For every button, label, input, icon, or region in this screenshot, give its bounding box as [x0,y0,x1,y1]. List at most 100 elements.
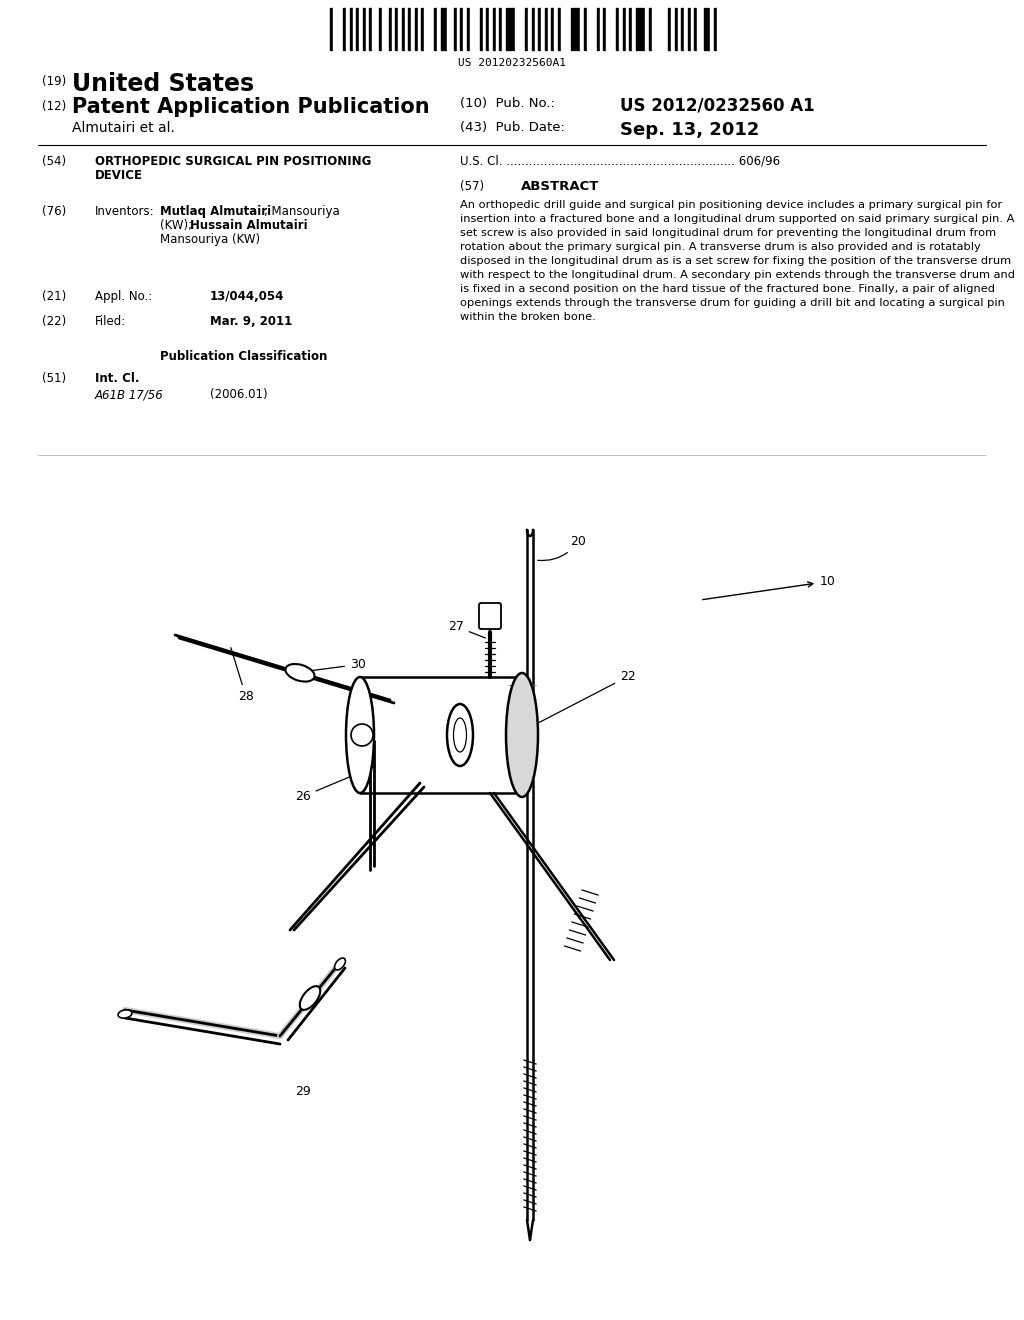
Text: A61B 17/56: A61B 17/56 [95,388,164,401]
Bar [337,8,339,50]
Text: (KW);: (KW); [160,219,196,232]
Bar [684,8,687,50]
Bar [564,8,566,50]
Ellipse shape [447,704,473,766]
Bar [366,8,369,50]
Text: (19): (19) [42,75,67,88]
Bar [502,8,505,50]
Bar [424,8,427,50]
Bar [401,8,403,50]
Bar [388,8,391,50]
Bar [581,8,583,50]
Bar [434,8,436,50]
Text: Mansouriya (KW): Mansouriya (KW) [160,234,260,246]
Bar [603,8,605,50]
Bar [346,8,349,50]
Text: 29: 29 [295,1085,310,1098]
Bar [479,8,482,50]
Text: (12): (12) [42,100,67,114]
Bar [356,8,358,50]
Bar [645,8,648,50]
Bar [340,8,342,50]
Circle shape [351,723,373,746]
Bar [672,8,674,50]
Text: US 2012/0232560 A1: US 2012/0232560 A1 [620,96,815,115]
Bar [548,8,550,50]
Bar [542,8,544,50]
Text: DEVICE: DEVICE [95,169,143,182]
Bar [606,8,608,50]
Ellipse shape [286,664,314,681]
Bar [418,8,420,50]
Bar [584,8,586,50]
Bar [703,8,707,50]
Bar [639,8,641,50]
Text: (43)  Pub. Date:: (43) Pub. Date: [460,121,565,135]
Bar [343,8,345,50]
Text: Mutlaq Almutairi: Mutlaq Almutairi [160,205,271,218]
FancyBboxPatch shape [479,603,501,630]
Bar [535,8,538,50]
Bar [506,8,508,50]
Bar [691,8,693,50]
Bar [620,8,622,50]
Text: (21): (21) [42,290,67,304]
Bar [333,8,336,50]
Bar [678,8,680,50]
Text: U.S. Cl. ............................................................. 606/96: U.S. Cl. ...............................… [460,154,780,168]
Text: 30: 30 [298,657,366,672]
Text: United States: United States [72,73,254,96]
Text: (2006.01): (2006.01) [210,388,267,401]
Bar [642,8,644,50]
Text: 22: 22 [517,671,636,734]
Bar [379,8,381,50]
Bar [404,8,408,50]
Text: Int. Cl.: Int. Cl. [95,372,139,385]
Bar [362,8,365,50]
Bar [437,8,439,50]
Bar [476,8,478,50]
Text: (51): (51) [42,372,67,385]
Bar [515,8,518,50]
Bar [509,8,511,50]
Bar [467,8,469,50]
Bar [697,8,699,50]
Ellipse shape [506,673,538,797]
Bar [412,8,414,50]
Text: 10: 10 [702,576,836,599]
Text: 28: 28 [230,648,254,704]
Text: (10)  Pub. No.:: (10) Pub. No.: [460,96,555,110]
Text: (22): (22) [42,315,67,327]
Bar [662,8,664,50]
Text: 26: 26 [295,766,376,803]
Bar [512,8,514,50]
Bar [573,8,577,50]
Bar [376,8,378,50]
Bar [675,8,677,50]
Bar [525,8,527,50]
Bar [398,8,400,50]
Text: Mar. 9, 2011: Mar. 9, 2011 [210,315,292,327]
Bar [385,8,388,50]
Bar [707,8,710,50]
Bar [486,8,488,50]
Bar [415,8,417,50]
Text: , Mansouriya: , Mansouriya [264,205,340,218]
Bar [528,8,530,50]
Text: Almutairi et al.: Almutairi et al. [72,121,175,135]
Bar [427,8,430,50]
Bar [463,8,466,50]
Bar [408,8,411,50]
Bar [369,8,372,50]
Bar [632,8,635,50]
Bar [359,8,361,50]
Bar [593,8,596,50]
Bar [648,8,651,50]
Bar [636,8,638,50]
Bar [557,8,560,50]
Bar [616,8,618,50]
Bar [545,8,547,50]
Bar [496,8,499,50]
Text: 27: 27 [449,620,485,638]
Bar [700,8,702,50]
